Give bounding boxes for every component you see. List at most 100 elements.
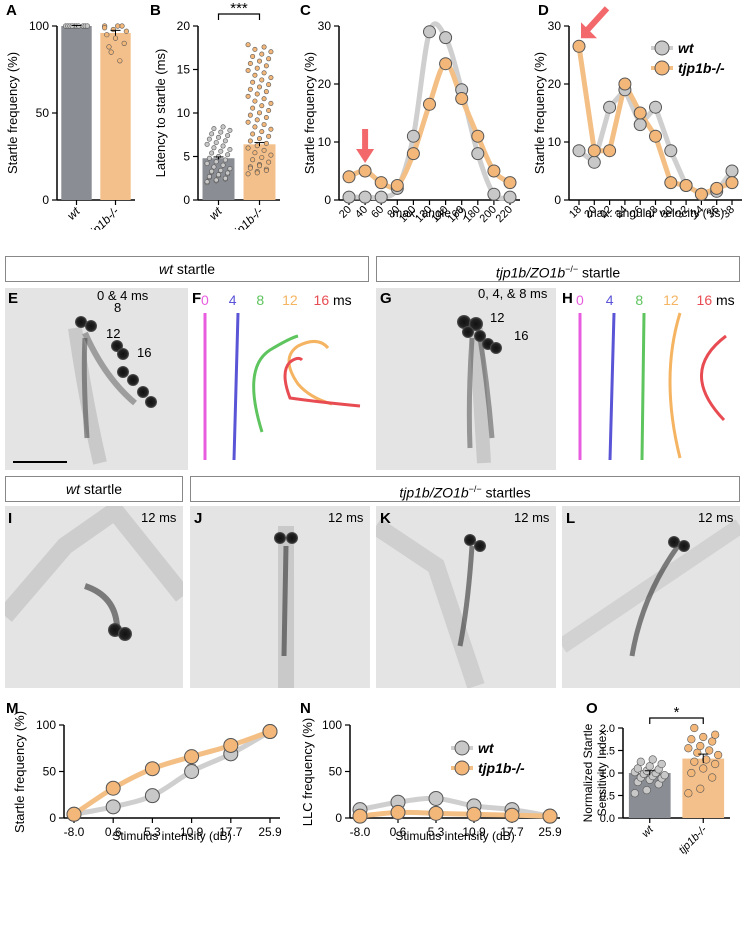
data-point	[679, 179, 693, 192]
data-point	[256, 163, 262, 169]
x-tick-label: 5.3	[428, 825, 445, 839]
y-tick-label: 15	[177, 63, 191, 77]
x-tick-label: 10.9	[180, 825, 204, 839]
y-tick-label: 0	[183, 193, 190, 207]
data-point	[694, 187, 708, 201]
bar	[61, 26, 92, 200]
data-point	[572, 144, 586, 158]
data-point	[206, 174, 212, 180]
y-axis-label: Startle frequency (%)	[5, 52, 20, 174]
data-point	[108, 49, 114, 55]
e-label-12: 12	[106, 326, 121, 341]
data-point	[684, 744, 693, 753]
y-tick-label: 20	[548, 77, 562, 91]
data-point	[184, 749, 200, 765]
x-tick-label: 0.6	[390, 825, 407, 839]
data-point	[252, 98, 258, 104]
g-label-16: 16	[514, 328, 529, 343]
data-point	[84, 23, 90, 29]
x-tick-label: 10.9	[462, 825, 486, 839]
data-point	[211, 126, 217, 132]
data-point	[220, 124, 226, 130]
data-point	[117, 58, 123, 64]
h-time-labels: 0 4 8 12 16 ms	[576, 292, 735, 308]
data-point	[252, 150, 258, 156]
data-point	[708, 773, 717, 782]
data-point	[211, 145, 217, 151]
x-tick-label: tjp1b-/-	[229, 204, 265, 230]
data-point	[254, 117, 260, 123]
data-point	[110, 26, 116, 33]
l-time-label: 12 ms	[698, 510, 734, 525]
data-point	[247, 86, 253, 92]
data-point	[603, 100, 617, 114]
x-tick-label: 0.6	[105, 825, 122, 839]
series-line	[71, 729, 273, 817]
data-point	[503, 176, 517, 190]
data-point	[266, 56, 272, 62]
y-tick-label: 2.0	[600, 723, 615, 735]
data-point	[664, 144, 678, 158]
data-point	[587, 155, 601, 169]
y-axis-label-line1: Normalized Startle	[581, 723, 595, 822]
data-point	[648, 755, 657, 764]
data-point	[102, 25, 108, 31]
data-point	[123, 28, 129, 34]
data-point	[259, 77, 265, 83]
data-point	[725, 176, 739, 190]
data-point	[268, 100, 274, 106]
significance-bracket	[217, 13, 261, 20]
data-point	[106, 44, 112, 50]
legend-marker-wt	[654, 40, 670, 56]
data-point	[268, 75, 274, 81]
data-point	[262, 724, 278, 740]
y-tick-label: 100	[322, 718, 342, 732]
data-point	[259, 51, 265, 57]
significance-label: *	[674, 704, 680, 721]
data-point	[225, 170, 231, 176]
data-point	[259, 103, 265, 109]
y-tick-label: 30	[318, 19, 332, 33]
data-point	[423, 25, 436, 39]
data-point	[216, 134, 222, 140]
legend-label-mut: tjp1b-/-	[678, 60, 725, 76]
y-tick-label: 1.0	[600, 768, 615, 780]
data-point	[618, 77, 632, 91]
data-point	[261, 147, 267, 153]
data-point	[633, 764, 642, 773]
data-point	[250, 79, 256, 85]
data-point	[245, 119, 251, 125]
data-point	[112, 35, 119, 41]
f-time-labels: 0 4 8 12 16 ms	[201, 292, 352, 308]
y-tick-label: 5	[183, 150, 190, 164]
chart-n: 0 50 100 -8.0 0.6 5.3 10.9 17.7 25.9 Stimulus int…	[300, 718, 562, 843]
data-point	[705, 746, 714, 755]
x-tick-label: 25.9	[258, 825, 282, 839]
data-point	[227, 166, 233, 172]
data-point	[105, 780, 121, 796]
data-point	[261, 70, 267, 76]
y-tick-label: 0	[49, 811, 56, 825]
data-point	[690, 723, 699, 733]
data-point	[645, 762, 654, 771]
data-point	[252, 72, 258, 78]
y-tick-label: 20	[177, 19, 191, 33]
data-point	[259, 154, 265, 160]
data-point	[213, 159, 219, 165]
e-label-16: 16	[137, 345, 152, 360]
data-point	[630, 789, 639, 798]
data-point	[702, 755, 711, 764]
panel-label-j: J	[194, 510, 203, 527]
x-tick-label: 20	[337, 204, 354, 221]
data-point	[471, 129, 485, 143]
data-point	[216, 172, 222, 178]
series-line	[346, 61, 513, 190]
chart-b: 0 5 10 15 20 wt tjp1b-/- *** Latency to startle …	[153, 0, 280, 230]
data-point	[222, 175, 228, 181]
data-point	[225, 133, 231, 139]
legend-marker-mut	[654, 60, 670, 76]
data-point	[211, 164, 217, 170]
data-point	[220, 162, 226, 168]
data-point	[218, 148, 224, 154]
data-point	[358, 164, 372, 178]
